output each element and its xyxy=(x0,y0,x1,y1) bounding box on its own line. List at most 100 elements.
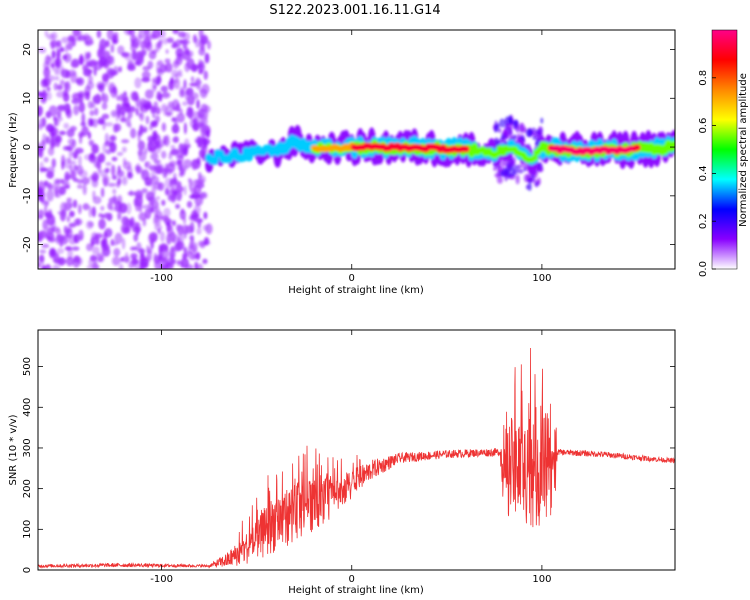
spectrogram-noise-cell xyxy=(91,206,96,218)
spectrogram-noise-cell xyxy=(144,176,152,186)
spectrogram-noise-cell xyxy=(48,208,53,216)
snr-x-axis-title: Height of straight line (km) xyxy=(288,585,424,596)
spectrogram-noise-cell xyxy=(161,122,167,132)
spectrogram-noise-cell xyxy=(172,234,180,245)
spectrogram-noise-cell xyxy=(73,199,78,209)
spectrogram-noise-cell xyxy=(59,79,65,86)
spectrogram-noise-cell xyxy=(183,247,187,254)
spectrogram-noise-cell xyxy=(76,184,83,189)
spectrogram-noise-cell xyxy=(83,91,90,100)
snr-y-tick-label: 400 xyxy=(22,398,33,417)
spectrogram-noise-cell xyxy=(182,32,191,41)
spectrogram-noise-cell xyxy=(89,110,95,117)
spectrogram-noise-cell xyxy=(121,146,127,153)
spectrogram-noise-cell xyxy=(72,30,80,37)
spectrogram-noise-cell xyxy=(69,210,75,218)
spectrogram-noise-cell xyxy=(100,205,105,211)
snr-x-tick-label: -100 xyxy=(150,574,173,585)
spectrogram-noise-cell xyxy=(198,149,205,158)
spectrogram-scint-cell xyxy=(520,162,525,169)
spectrogram-noise-cell xyxy=(129,216,135,228)
spectrogram-noise-cell xyxy=(145,115,150,125)
spectrogram-noise-cell xyxy=(182,39,188,50)
spectrogram-noise-cell xyxy=(81,177,90,185)
spectrogram-noise-cell xyxy=(152,130,158,141)
spectrogram-noise-cell xyxy=(140,49,145,59)
spectrogram-noise-cell xyxy=(162,135,168,145)
snr-series-line xyxy=(38,347,675,569)
spectrogram-scint-cell xyxy=(505,123,513,131)
spectrogram-noise-cell xyxy=(49,39,58,48)
spectrogram-noise-cell xyxy=(44,264,52,269)
spectrogram-scint-cell xyxy=(494,124,498,133)
spectrogram-noise-cell xyxy=(141,187,148,194)
spectrogram-noise-cell xyxy=(139,40,148,49)
spectrogram-noise-cell xyxy=(189,240,194,250)
spectrogram-noise-cell xyxy=(173,243,182,252)
colorbar: 0.0 0.2 0.4 0.6 0.8 Normalized spectral ampl… xyxy=(698,29,749,277)
spectrogram-noise-cell xyxy=(87,39,94,45)
spectrogram-noise-cell xyxy=(183,159,193,169)
spectrogram-noise-cell xyxy=(78,55,85,66)
spectrogram-noise-cell xyxy=(153,181,162,190)
spectrogram-noise-cell xyxy=(174,73,183,78)
spectrogram-noise-cell xyxy=(70,169,77,180)
spectrogram-noise-cell xyxy=(150,145,158,151)
spectrogram-noise-cell xyxy=(105,161,112,166)
spectrogram-noise-cell xyxy=(151,30,161,39)
spectrogram-y-axis-title: Frequency (Hz) xyxy=(8,112,19,188)
spectrogram-noise-cell xyxy=(207,40,211,50)
spectrogram-noise-cell xyxy=(38,123,44,131)
spectrogram-noise-cell xyxy=(123,157,127,165)
spectrogram-y-tick-label: -20 xyxy=(22,236,33,252)
spectrogram-noise-cell xyxy=(118,66,123,73)
spectrogram-noise-cell xyxy=(73,255,81,264)
spectrogram-noise-cell xyxy=(153,163,162,175)
spectrogram-noise-cell xyxy=(54,68,58,76)
spectrogram-noise-cell xyxy=(202,138,211,145)
spectrogram-noise-cell xyxy=(135,96,141,108)
spectrogram-scint-cell xyxy=(499,118,506,128)
spectrogram-noise-cell xyxy=(125,202,132,215)
spectrogram-x-tick-label: 0 xyxy=(349,273,355,284)
spectrogram-noise-cell xyxy=(185,251,193,258)
spectrogram-noise-cell xyxy=(61,36,70,44)
spectrogram-noise-cell xyxy=(62,54,68,60)
spectrogram-noise-cell xyxy=(110,44,115,53)
spectrogram-noise-cell xyxy=(182,101,188,106)
spectrogram-scint-cell xyxy=(537,126,544,135)
spectrogram-noise-cell xyxy=(96,48,104,59)
spectrogram-noise-cell xyxy=(73,150,79,156)
spectrogram-noise-cell xyxy=(194,217,204,224)
spectrogram-noise-cell xyxy=(183,185,187,196)
spectrogram-noise-cell xyxy=(190,187,197,194)
spectrogram-noise-cell xyxy=(55,91,65,98)
spectrogram-noise-cell xyxy=(76,179,84,184)
snr-x-tick-label: 0 xyxy=(349,574,355,585)
spectrogram-noise-cell xyxy=(118,106,126,116)
spectrogram-noise-cell xyxy=(154,205,161,213)
spectrogram-noise-cell xyxy=(183,146,188,157)
spectrogram-noise-cell xyxy=(117,165,121,174)
spectrogram-scint-cell xyxy=(525,128,533,138)
spectrogram-noise-cell xyxy=(46,189,54,202)
spectrogram-noise-cell xyxy=(66,197,73,203)
spectrogram-noise-cell xyxy=(46,86,51,92)
spectrogram-noise-cell xyxy=(149,200,154,206)
spectrogram-noise-cell xyxy=(155,141,161,149)
spectrogram-noise-cell xyxy=(127,172,133,179)
spectrogram-noise-cell xyxy=(114,232,123,245)
spectrogram-noise-cell xyxy=(202,258,208,265)
colorbar-tick-label: 0.6 xyxy=(698,118,709,134)
spectrogram-noise-cell xyxy=(104,167,110,173)
spectrogram-noise-cell xyxy=(95,158,102,170)
spectrogram-scint-cell xyxy=(497,128,502,133)
spectrogram-noise-cell xyxy=(64,43,69,53)
spectrogram-noise-cell xyxy=(94,107,99,116)
spectrogram-noise-cell xyxy=(163,111,172,117)
spectrogram-scint-cell xyxy=(537,166,544,173)
spectrogram-frame xyxy=(37,29,676,270)
spectrogram-noise-cell xyxy=(169,247,176,259)
spectrogram-noise-cell xyxy=(172,177,177,186)
spectrogram-noise-cell xyxy=(41,243,50,249)
